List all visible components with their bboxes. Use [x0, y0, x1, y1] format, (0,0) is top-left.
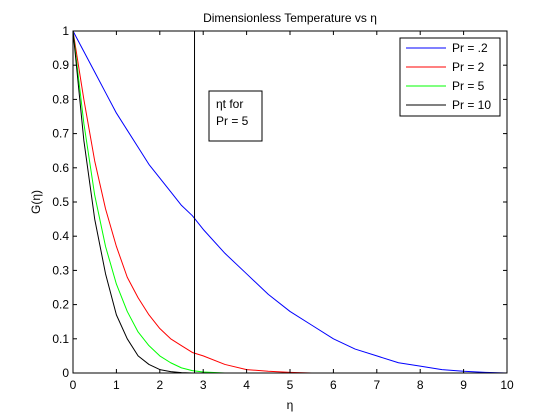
y-tick-label: 0.9 [52, 58, 69, 72]
y-tick-label: 0.4 [52, 229, 69, 243]
x-axis-label: η [287, 398, 294, 412]
annotation-line-1: ηt for [216, 97, 243, 111]
chart-title: Dimensionless Temperature vs η [203, 11, 377, 25]
x-tick-label: 5 [287, 378, 294, 392]
y-tick-label: 0.5 [52, 195, 69, 209]
x-tick-label: 2 [156, 378, 163, 392]
y-tick-label: 0 [62, 366, 69, 380]
series-line-1 [72, 30, 508, 374]
y-tick-label: 0.3 [52, 263, 69, 277]
x-tick-label: 8 [417, 378, 424, 392]
x-tick-label: 6 [330, 378, 337, 392]
annotation-box: ηt for Pr = 5 [208, 90, 263, 142]
legend-items: Pr = .2 Pr = 2 Pr = 5 Pr = 10 [406, 41, 491, 112]
axes-box [72, 30, 508, 374]
legend-label-1: Pr = .2 [452, 41, 488, 55]
x-tick-label: 10 [500, 378, 514, 392]
ticks-layer: 0 1 2 3 4 5 6 7 8 9 10 0 0.1 0.2 0.3 0.4 0.5 0.6 0.7 0.8 0.9… [52, 24, 514, 392]
y-tick-label: 0.2 [52, 298, 69, 312]
legend: Pr = .2 Pr = 2 Pr = 5 Pr = 10 [399, 37, 501, 117]
x-tick-label: 3 [200, 378, 207, 392]
y-tick-label: 0.7 [52, 127, 69, 141]
annotation-frame [208, 90, 263, 142]
x-tick-label: 4 [243, 378, 250, 392]
legend-label-2: Pr = 2 [452, 60, 485, 74]
x-tick-label: 0 [70, 378, 77, 392]
annotation-line-2: Pr = 5 [216, 114, 249, 128]
x-tick-label: 9 [460, 378, 467, 392]
y-tick-label: 0.6 [52, 161, 69, 175]
legend-label-3: Pr = 5 [452, 79, 485, 93]
y-tick-label: 0.1 [52, 332, 69, 346]
y-axis-label: G(η) [29, 190, 43, 214]
y-tick-label: 0.8 [52, 92, 69, 106]
x-tick-label: 7 [373, 378, 380, 392]
x-tick-label: 1 [113, 378, 120, 392]
legend-frame [399, 37, 501, 117]
y-tick-label: 1 [62, 24, 69, 38]
legend-label-4: Pr = 10 [452, 98, 491, 112]
